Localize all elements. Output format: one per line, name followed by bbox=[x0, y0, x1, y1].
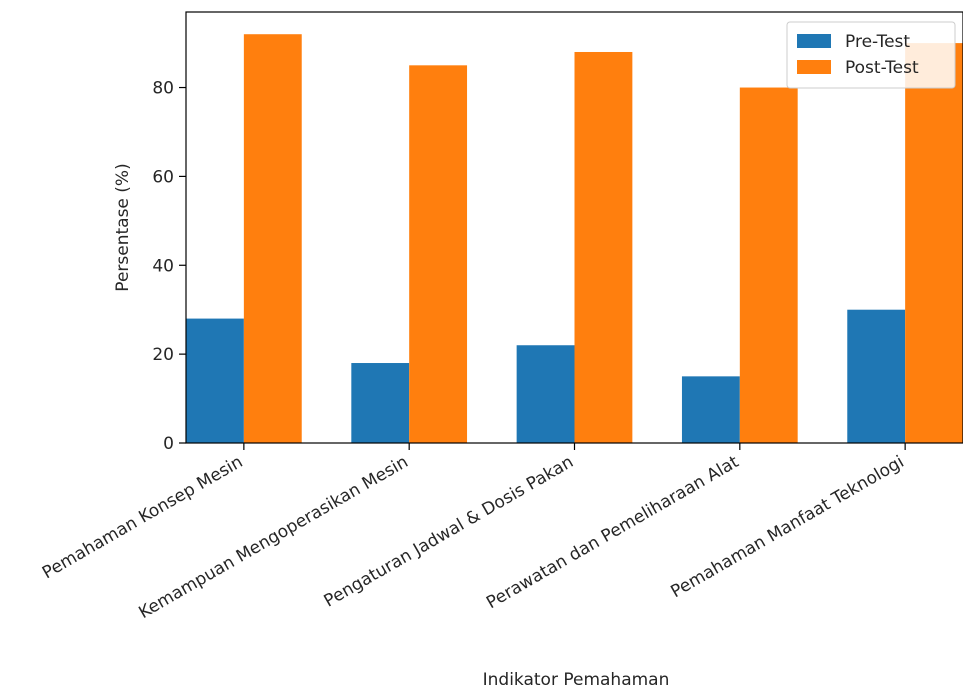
bar-pre-test-3 bbox=[516, 345, 575, 443]
x-tick-label: Perawatan dan Pemeliharaan Alat bbox=[483, 452, 742, 613]
x-axis-title: Indikator Pemahaman bbox=[483, 670, 670, 690]
legend: Pre-Test Post-Test bbox=[786, 21, 956, 89]
legend-label-2: Post-Test bbox=[845, 58, 919, 78]
y-axis-ticks: 0 20 40 60 80 bbox=[152, 79, 186, 454]
legend-label-1: Pre-Test bbox=[845, 32, 910, 52]
bar-pre-test-1 bbox=[186, 318, 244, 443]
bar-post-test-3 bbox=[574, 51, 633, 444]
y-tick-label: 80 bbox=[152, 79, 174, 99]
bar-pre-test-5 bbox=[847, 309, 906, 443]
y-tick-label: 0 bbox=[163, 434, 174, 454]
y-axis-title: Persentase (%) bbox=[113, 163, 133, 291]
bars-group bbox=[186, 34, 963, 444]
legend-swatch-1 bbox=[797, 34, 831, 48]
y-tick-label: 40 bbox=[152, 256, 174, 276]
bar-post-test-2 bbox=[409, 65, 468, 444]
bar-post-test-4 bbox=[739, 87, 798, 444]
bar-pre-test-2 bbox=[351, 363, 410, 443]
y-tick-label: 20 bbox=[152, 345, 174, 365]
x-tick-label: Kemampuan Mengoperasikan Mesin bbox=[135, 452, 411, 623]
y-tick-label: 60 bbox=[152, 167, 174, 187]
bar-pre-test-4 bbox=[681, 376, 740, 443]
bar-post-test-5 bbox=[905, 43, 963, 444]
legend-swatch-2 bbox=[797, 60, 831, 74]
bar-post-test-1 bbox=[243, 34, 302, 444]
plot-area-frame bbox=[185, 11, 963, 444]
